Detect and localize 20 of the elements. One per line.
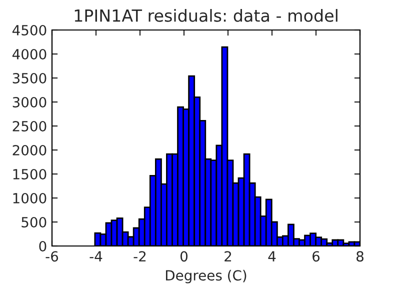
y-tick-label: 3500 xyxy=(12,72,46,84)
x-tick-label: -2 xyxy=(134,251,146,262)
y-tick-label: 2000 xyxy=(12,144,46,156)
x-tick-label: 0 xyxy=(180,251,188,262)
x-tick-label: 4 xyxy=(268,251,276,262)
y-tick-label: 500 xyxy=(22,216,46,228)
x-tick-label: -6 xyxy=(46,251,58,262)
y-tick-label: 3000 xyxy=(12,96,46,108)
y-tick-label: 4500 xyxy=(12,24,46,36)
y-tick-label: 0 xyxy=(39,240,46,252)
y-tick-label: 2500 xyxy=(12,120,46,132)
y-tick-label: 1500 xyxy=(13,168,46,180)
y-tick-label: 4000 xyxy=(12,48,46,60)
x-tick-label: 6 xyxy=(312,251,320,262)
x-tick-label: -4 xyxy=(90,251,102,262)
chart-title: 1PIN1AT residuals: data - model xyxy=(74,9,338,22)
x-tick-label: 2 xyxy=(224,251,232,262)
x-axis-title: Degrees (C) xyxy=(166,270,246,284)
x-tick-label: 8 xyxy=(356,251,364,262)
y-tick-label: 1000 xyxy=(13,192,46,204)
